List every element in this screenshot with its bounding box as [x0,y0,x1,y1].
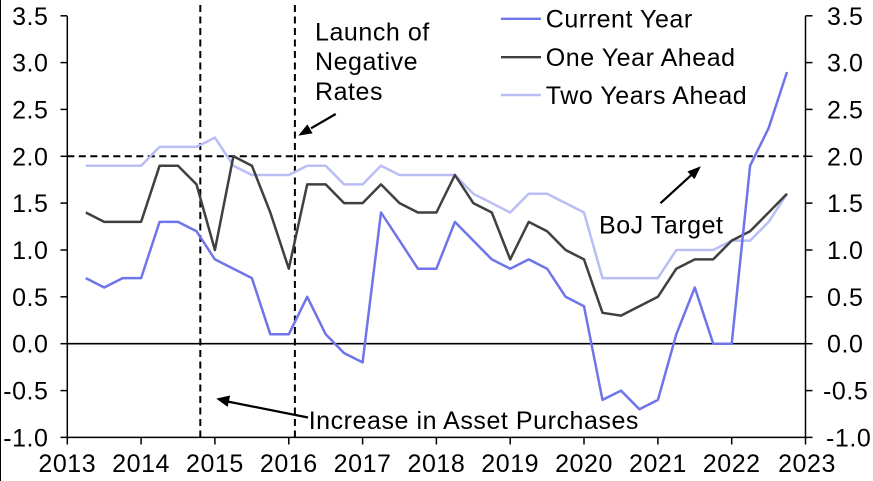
svg-text:2014: 2014 [112,450,170,478]
svg-text:3.0: 3.0 [827,50,863,78]
svg-text:3.5: 3.5 [827,3,863,31]
svg-text:2016: 2016 [260,450,318,478]
svg-text:2023: 2023 [778,450,836,478]
svg-text:Two Years Ahead: Two Years Ahead [546,82,747,110]
svg-text:2.5: 2.5 [827,96,863,124]
svg-text:1.5: 1.5 [12,190,48,218]
svg-text:3.5: 3.5 [12,3,48,31]
svg-text:0.5: 0.5 [12,284,48,312]
svg-text:-1.0: -1.0 [826,424,871,452]
svg-text:2017: 2017 [334,450,392,478]
svg-text:0.0: 0.0 [827,331,863,359]
svg-text:2.0: 2.0 [827,143,863,171]
svg-text:2019: 2019 [481,450,539,478]
svg-text:BoJ Target: BoJ Target [599,212,724,240]
svg-text:2020: 2020 [555,450,613,478]
svg-text:2015: 2015 [186,450,244,478]
svg-text:1.5: 1.5 [827,190,863,218]
svg-text:0.0: 0.0 [12,331,48,359]
svg-text:-1.0: -1.0 [3,424,48,452]
svg-text:3.0: 3.0 [12,50,48,78]
svg-text:1.0: 1.0 [827,237,863,265]
svg-text:0.5: 0.5 [827,284,863,312]
svg-text:1.0: 1.0 [12,237,48,265]
svg-text:-0.5: -0.5 [3,378,48,406]
svg-text:Current Year: Current Year [546,6,693,34]
svg-text:One Year Ahead: One Year Ahead [546,44,736,72]
svg-text:Negative: Negative [315,48,418,76]
svg-text:2.5: 2.5 [12,96,48,124]
svg-text:2013: 2013 [38,450,96,478]
svg-text:Launch of: Launch of [315,18,430,46]
svg-text:2018: 2018 [407,450,465,478]
svg-text:Rates: Rates [315,78,383,106]
svg-text:Increase in Asset Purchases: Increase in Asset Purchases [309,407,639,435]
svg-text:2021: 2021 [629,450,687,478]
svg-text:2.0: 2.0 [12,143,48,171]
svg-text:-0.5: -0.5 [823,378,868,406]
svg-text:2022: 2022 [703,450,761,478]
